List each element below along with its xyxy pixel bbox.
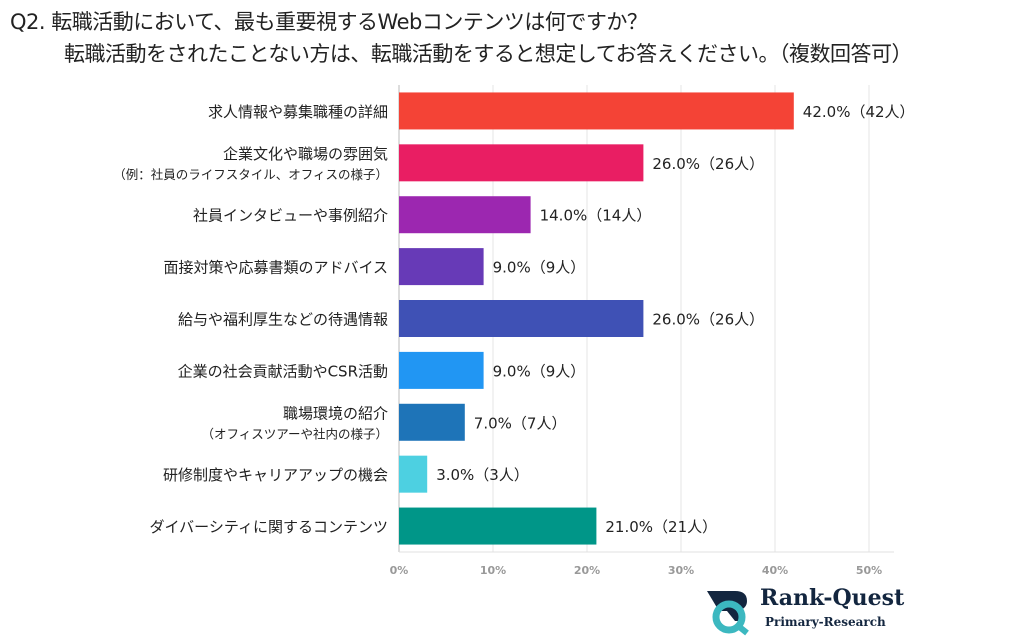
bar [399, 403, 465, 441]
data-label: 14.0%（14人） [540, 207, 652, 225]
data-label: 42.0%（42人） [803, 103, 915, 121]
bar [399, 92, 794, 130]
rank-quest-logo: Rank-Quest Primary-Research [705, 585, 905, 637]
logo-tagline: Primary-Research [765, 615, 886, 629]
category-label: （例：社員のライフスタイル、オフィスの様子） [113, 167, 388, 182]
bar [399, 300, 644, 337]
bar [399, 507, 597, 545]
x-tick-label: 10% [480, 564, 506, 577]
data-label: 26.0%（26人） [652, 311, 764, 329]
x-tick-label: 50% [856, 564, 882, 577]
data-label: 3.0%（3人） [436, 466, 529, 484]
x-tick-label: 30% [668, 564, 694, 577]
data-label: 9.0%（9人） [493, 259, 586, 277]
chart-subtitle: 転職活動をされたことない方は、転職活動をすると想定してお答えください。（複数回答… [64, 42, 912, 66]
category-label: （オフィスツアーや社内の様子） [201, 426, 388, 441]
bar [399, 248, 484, 286]
logo-mark-icon [707, 591, 749, 636]
data-label: 21.0%（21人） [605, 518, 717, 536]
logo-name: Rank-Quest [760, 585, 905, 611]
data-label: 7.0%（7人） [474, 414, 567, 432]
x-tick-label: 40% [762, 564, 788, 577]
category-label: 求人情報や募集職種の詳細 [208, 103, 388, 121]
bar [399, 196, 531, 234]
data-label: 9.0%（9人） [493, 362, 586, 380]
category-label: 研修制度やキャリアアップの機会 [163, 466, 388, 484]
category-label: 社員インタビューや事例紹介 [193, 207, 388, 225]
bar [399, 144, 644, 182]
category-label: 面接対策や応募書類のアドバイス [163, 259, 388, 277]
data-label: 26.0%（26人） [652, 155, 764, 173]
chart-title: Q2. 転職活動において、最も重要視するWebコンテンツは何ですか？ [10, 10, 648, 34]
x-tick-label: 0% [390, 564, 409, 577]
category-label: 職場環境の紹介 [283, 404, 388, 422]
bar [399, 455, 428, 493]
category-label: 企業の社会貢献活動やCSR活動 [178, 362, 388, 380]
category-label: ダイバーシティに関するコンテンツ [149, 518, 388, 536]
bar [399, 351, 484, 389]
category-label: 企業文化や職場の雰囲気 [223, 145, 388, 163]
x-tick-label: 20% [574, 564, 600, 577]
category-label: 給与や福利厚生などの待遇情報 [178, 311, 388, 329]
